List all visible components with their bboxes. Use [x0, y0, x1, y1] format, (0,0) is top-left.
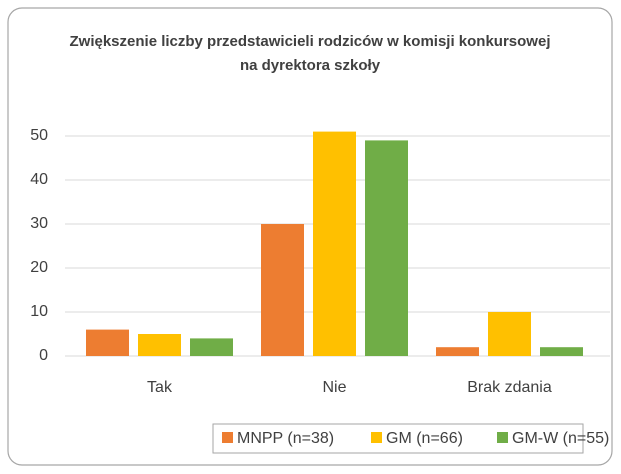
x-tick-label: Tak [147, 379, 173, 396]
legend-swatch [371, 432, 382, 443]
legend-box [212, 423, 584, 454]
bar [313, 131, 356, 356]
y-tick-label: 40 [30, 171, 48, 188]
y-tick-label: 50 [30, 127, 48, 144]
bar [365, 140, 408, 356]
bar [436, 347, 479, 356]
bar [540, 347, 583, 356]
y-tick-label: 10 [30, 303, 48, 320]
y-tick-label: 20 [30, 259, 48, 276]
y-tick-label: 0 [39, 347, 48, 364]
bar [261, 224, 304, 356]
bar [138, 334, 181, 356]
bar [86, 329, 129, 356]
legend-label: GM-W (n=55) [512, 430, 609, 447]
legend-label: MNPP (n=38) [237, 430, 334, 447]
legend-label: GM (n=66) [386, 430, 463, 447]
y-tick-label: 30 [30, 215, 48, 232]
bar [190, 338, 233, 356]
bar [488, 312, 531, 356]
chart-title: Zwiększenie liczby przedstawicieli rodzi… [69, 33, 551, 74]
x-tick-label: Nie [322, 379, 346, 396]
legend-swatch [222, 432, 233, 443]
legend-swatch [497, 432, 508, 443]
x-tick-label: Brak zdania [467, 379, 552, 396]
